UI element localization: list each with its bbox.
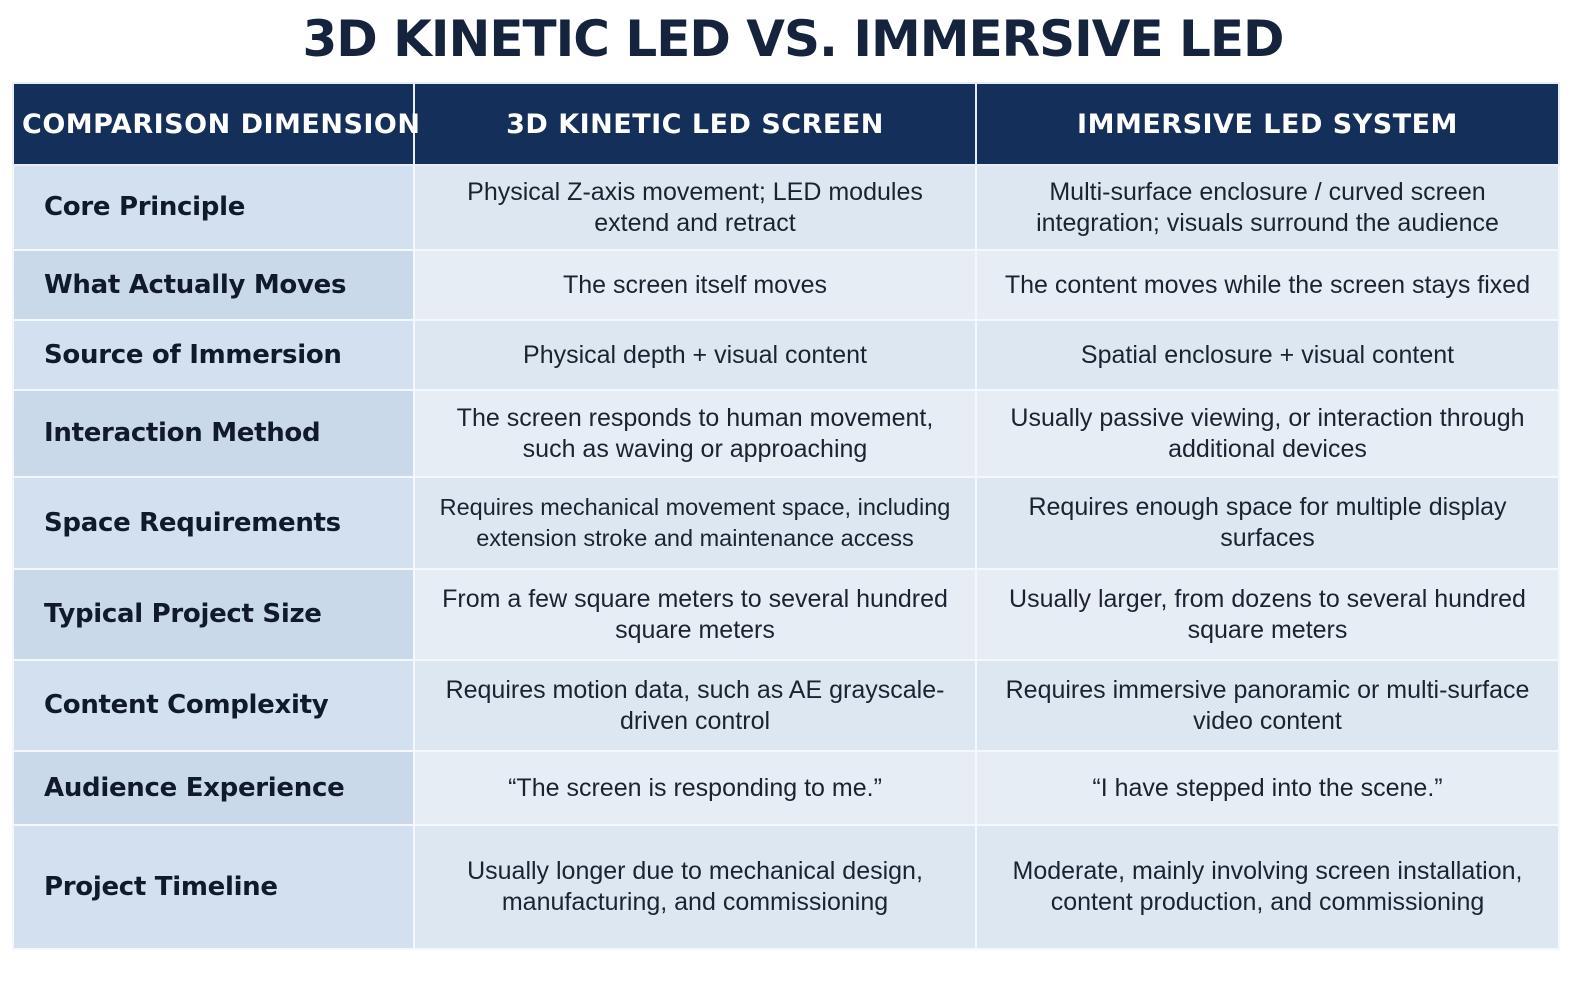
table-row: Project Timeline Usually longer due to m… [12,824,1560,950]
row-dimension-label: Source of Immersion [12,319,415,391]
row-immersive-cell: “I have stepped into the scene.” [975,750,1560,826]
row-immersive-cell: Moderate, mainly involving screen instal… [975,824,1560,950]
table-row: What Actually Moves The screen itself mo… [12,249,1560,321]
row-dimension-label: Core Principle [12,164,415,251]
row-dimension-label: Space Requirements [12,476,415,570]
row-dimension-label: What Actually Moves [12,249,415,321]
row-immersive-cell: Multi-surface enclosure / curved screen … [975,164,1560,251]
table-row: Typical Project Size From a few square m… [12,568,1560,661]
row-immersive-cell: Requires enough space for multiple displ… [975,476,1560,570]
header-comparison-dimension: COMPARISON DIMENSION [12,82,420,166]
comparison-table-wrapper: COMPARISON DIMENSION 3D KINETIC LED SCRE… [12,82,1560,950]
row-immersive-cell: Spatial enclosure + visual content [975,319,1560,391]
row-kinetic-cell: The screen itself moves [413,249,977,321]
table-row: Interaction Method The screen responds t… [12,389,1560,478]
row-immersive-cell: Usually larger, from dozens to several h… [975,568,1560,661]
table-row: Source of Immersion Physical depth + vis… [12,319,1560,391]
page-title: 3D KINETIC LED VS. IMMERSIVE LED [302,10,1284,68]
row-dimension-label: Typical Project Size [12,568,415,661]
row-kinetic-cell: “The screen is responding to me.” [413,750,977,826]
row-kinetic-cell: Physical Z-axis movement; LED modules ex… [413,164,977,251]
row-kinetic-cell: Physical depth + visual content [413,319,977,391]
row-kinetic-cell: From a few square meters to several hund… [413,568,977,661]
row-dimension-label: Audience Experience [12,750,415,826]
row-kinetic-cell: Requires mechanical movement space, incl… [413,476,977,570]
comparison-table: COMPARISON DIMENSION 3D KINETIC LED SCRE… [12,82,1560,950]
table-header-row: COMPARISON DIMENSION 3D KINETIC LED SCRE… [12,82,1560,166]
row-kinetic-cell: The screen responds to human movement, s… [413,389,977,478]
row-dimension-label: Content Complexity [12,659,415,752]
row-dimension-label: Project Timeline [12,824,415,950]
header-immersive-led-system: IMMERSIVE LED SYSTEM [975,82,1560,166]
row-immersive-cell: Usually passive viewing, or interaction … [975,389,1560,478]
table-row: Audience Experience “The screen is respo… [12,750,1560,826]
row-kinetic-cell: Requires motion data, such as AE graysca… [413,659,977,752]
row-dimension-label: Interaction Method [12,389,415,478]
row-kinetic-cell: Usually longer due to mechanical design,… [413,824,977,950]
table-row: Space Requirements Requires mechanical m… [12,476,1560,570]
row-immersive-cell: Requires immersive panoramic or multi-su… [975,659,1560,752]
header-3d-kinetic-led-screen: 3D KINETIC LED SCREEN [413,82,977,166]
row-immersive-cell: The content moves while the screen stays… [975,249,1560,321]
table-row: Content Complexity Requires motion data,… [12,659,1560,752]
table-row: Core Principle Physical Z-axis movement;… [12,164,1560,251]
